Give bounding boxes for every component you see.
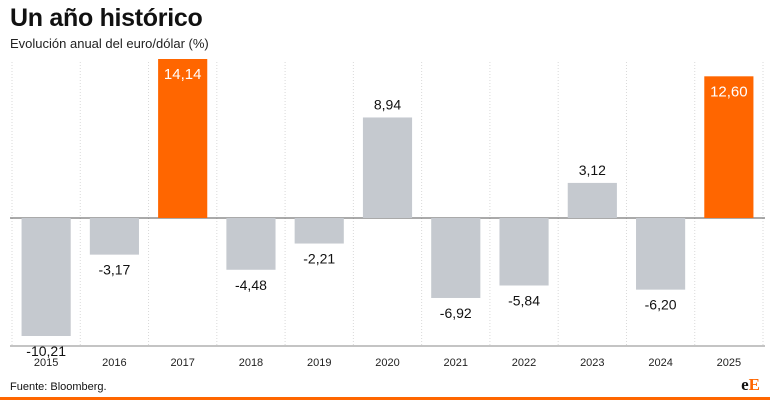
- chart-data-labels: -10,21 -3,17 14,14 -4,48 -2,21 8,94 -6,92 -5,84…: [26, 66, 747, 359]
- x-tick-label-2023: 2023: [580, 357, 604, 369]
- data-label-2021: -6,92: [440, 305, 472, 321]
- x-tick-label-2019: 2019: [307, 357, 331, 369]
- bar-2024: [636, 218, 686, 290]
- bar-2016: [89, 218, 139, 255]
- brand-logo: eE: [741, 375, 760, 395]
- data-label-2019: -2,21: [303, 251, 335, 267]
- data-label-2024: -6,20: [645, 297, 677, 313]
- x-tick-label-2017: 2017: [170, 357, 194, 369]
- bar-chart: -10,21 -3,17 14,14 -4,48 -2,21 8,94 -6,92 -5,84…: [10, 59, 765, 369]
- x-tick-label-2021: 2021: [444, 357, 468, 369]
- data-label-2020: 8,94: [374, 96, 401, 112]
- bar-2019: [294, 218, 344, 244]
- data-label-2018: -4,48: [235, 277, 267, 293]
- chart-x-axis: 2015 2016 2017 2018 2019 2020 2021 2022 2023 2024…: [34, 357, 741, 369]
- bar-2023: [567, 182, 617, 218]
- chart-bars: [21, 59, 754, 336]
- x-tick-label-2015: 2015: [34, 357, 58, 369]
- bar-2017: [158, 59, 208, 218]
- bar-2021: [431, 218, 481, 298]
- bar-2020: [362, 117, 413, 218]
- x-tick-label-2016: 2016: [102, 357, 126, 369]
- x-tick-label-2018: 2018: [239, 357, 263, 369]
- bar-2022: [499, 218, 549, 286]
- source-note: Fuente: Bloomberg.: [10, 381, 107, 393]
- data-label-2022: -5,84: [508, 292, 540, 308]
- chart-title: Un año histórico: [10, 4, 203, 32]
- x-tick-label-2025: 2025: [717, 357, 741, 369]
- data-label-2023: 3,12: [579, 162, 606, 178]
- bar-2025: [704, 76, 754, 218]
- x-tick-label-2020: 2020: [375, 357, 399, 369]
- data-label-2025: 12,60: [710, 83, 748, 100]
- bar-2018: [226, 218, 276, 270]
- data-label-2015: -10,21: [26, 343, 66, 359]
- chart-subtitle: Evolución anual del euro/dólar (%): [10, 36, 209, 51]
- x-tick-label-2022: 2022: [512, 357, 536, 369]
- data-label-2017: 14,14: [164, 66, 202, 83]
- bar-2015: [21, 218, 71, 336]
- logo-letter-E: E: [748, 375, 760, 394]
- bottom-accent-rule: [0, 397, 770, 400]
- x-tick-label-2024: 2024: [648, 357, 672, 369]
- data-label-2016: -3,17: [98, 262, 130, 278]
- logo-letter-e: e: [741, 375, 749, 394]
